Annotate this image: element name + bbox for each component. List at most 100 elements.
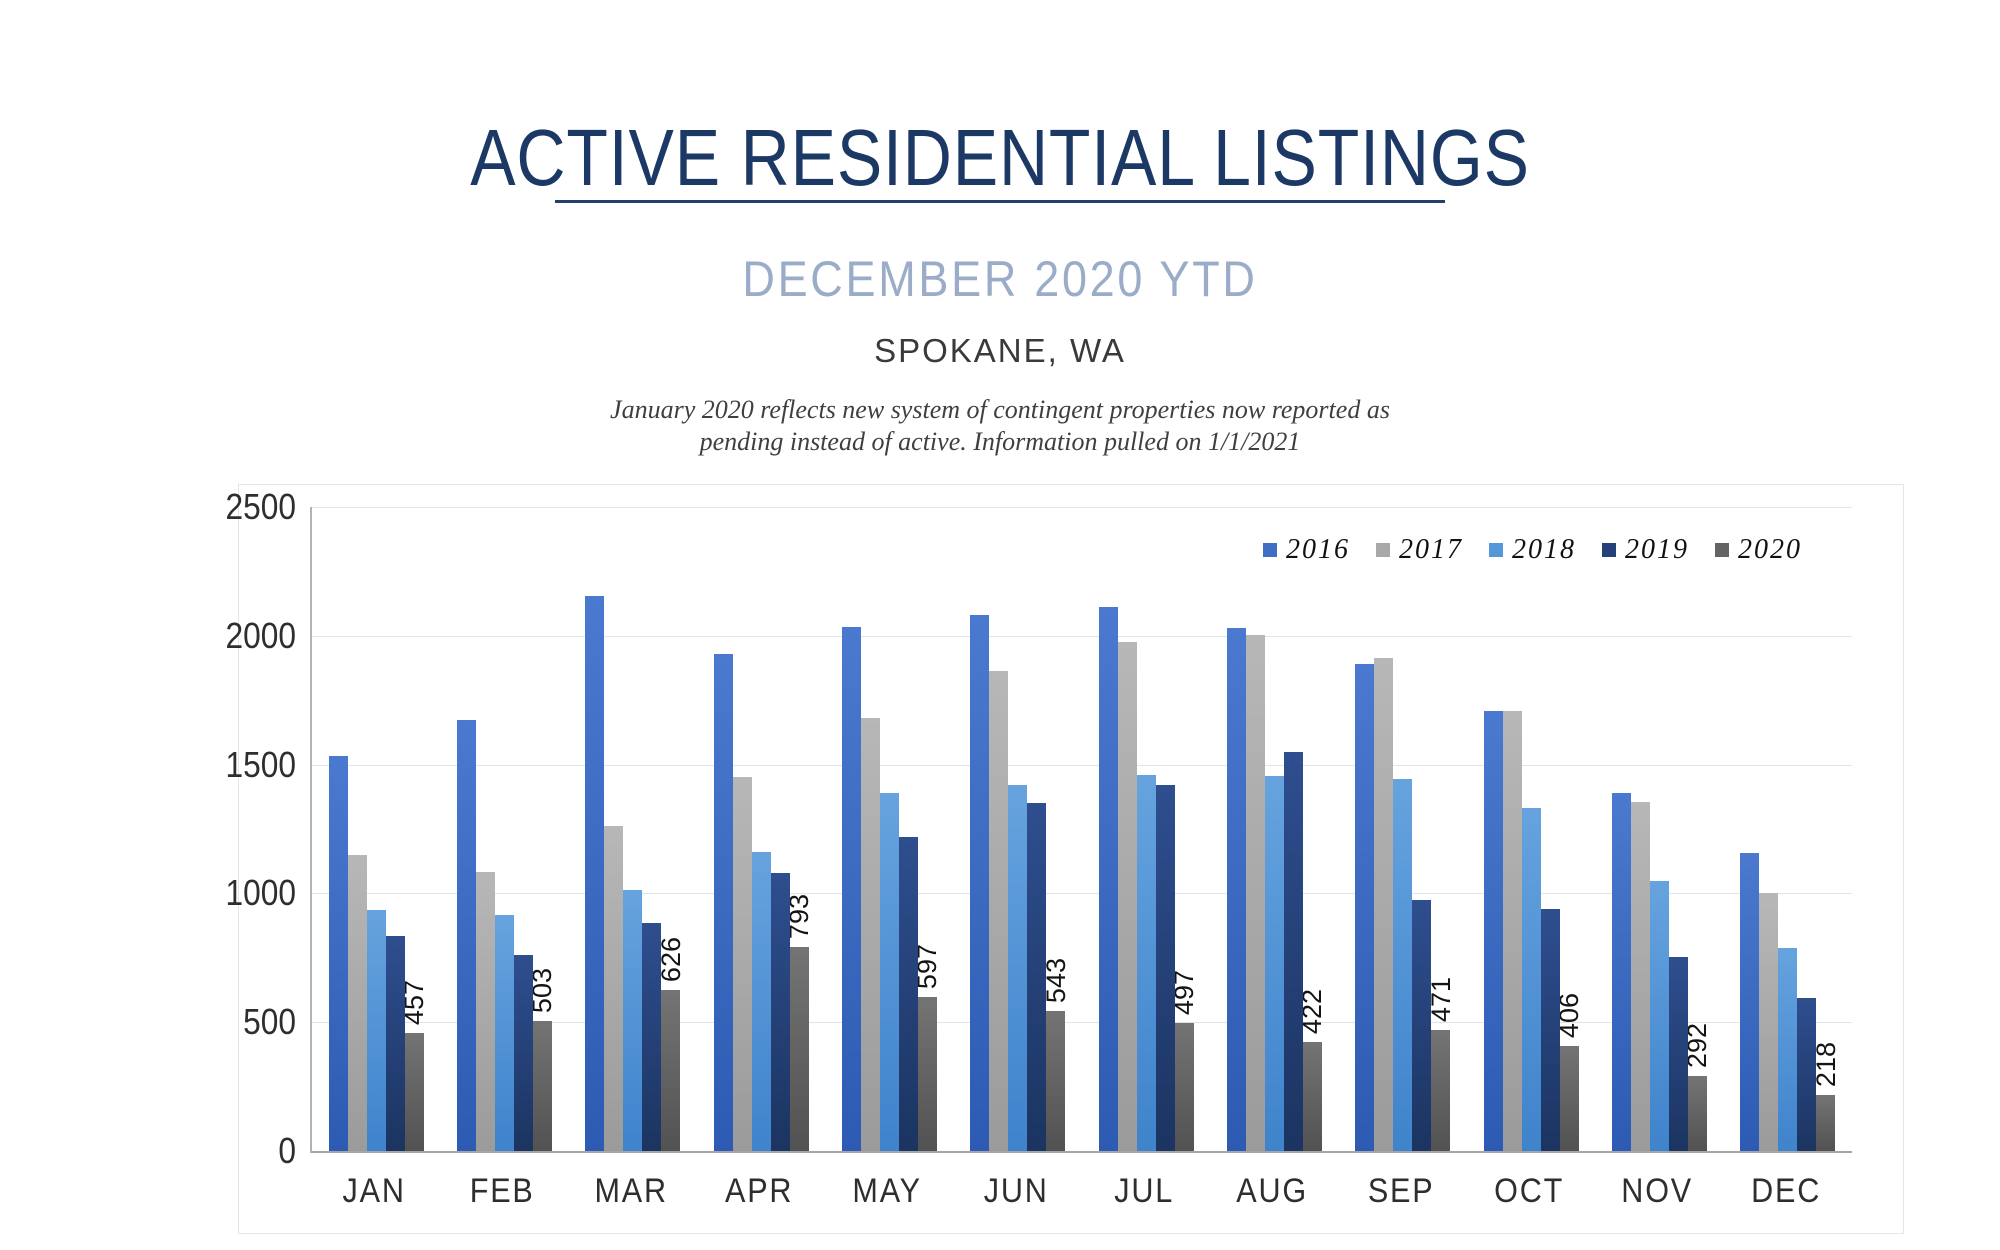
bar-2016-jul [1098, 607, 1118, 1151]
legend-label-2020: 2020 [1738, 534, 1802, 565]
footnote-line-2: pending instead of active. Information p… [699, 427, 1301, 456]
bar-2017-dec [1759, 893, 1779, 1151]
legend-item-2019: 2019 [1602, 534, 1689, 566]
legend-item-2016: 2016 [1263, 534, 1350, 566]
title-underline [555, 200, 1445, 203]
bar-2017-apr [732, 777, 752, 1151]
footnote: January 2020 reflects new system of cont… [0, 394, 2000, 458]
chart-legend: 2016 2017 2018 2019 2020 [1263, 534, 1802, 566]
x-tick-mar: MAR [594, 1172, 668, 1210]
bar-2020-apr [789, 946, 809, 1151]
gridline-1500 [312, 764, 1852, 766]
bar-2018-jun [1008, 785, 1028, 1151]
bar-group-jan: 457 [312, 507, 440, 1151]
bar-2016-jun [970, 615, 990, 1151]
bars-jun [954, 507, 1082, 1151]
bar-2018-mar [623, 889, 643, 1151]
legend-item-2018: 2018 [1489, 534, 1576, 566]
bar-2017-oct [1502, 710, 1522, 1151]
y-tick-1000: 1000 [225, 872, 296, 914]
x-tick-jun: JUN [983, 1172, 1049, 1210]
y-tick-0: 0 [278, 1130, 296, 1171]
bars-aug [1210, 507, 1338, 1151]
bar-2017-mar [604, 826, 624, 1151]
bar-group-sep: 471 [1339, 507, 1467, 1151]
bars-oct [1467, 507, 1595, 1151]
bar-2020-jan [404, 1033, 424, 1151]
bar-2019-apr [770, 872, 790, 1151]
bar-group-dec: 218 [1724, 507, 1852, 1151]
bar-2018-jan [366, 910, 386, 1151]
bar-2017-jul [1117, 642, 1137, 1151]
bar-2018-may [879, 792, 899, 1151]
legend-item-2017: 2017 [1376, 534, 1463, 566]
x-tick-sep: SEP [1367, 1172, 1435, 1210]
bar-2016-feb [456, 719, 476, 1151]
gridline-500 [312, 1022, 1852, 1024]
bar-2018-aug [1264, 776, 1284, 1151]
bar-2016-mar [585, 595, 605, 1151]
bar-group-apr: 793 [697, 507, 825, 1151]
bar-2016-nov [1611, 792, 1631, 1151]
page-title: ACTIVE RESIDENTIAL LISTINGS [470, 113, 1530, 202]
bar-2016-may [841, 626, 861, 1151]
bar-2019-dec [1797, 997, 1817, 1151]
bar-2018-oct [1521, 808, 1541, 1151]
bar-2017-may [860, 718, 880, 1151]
bar-2018-sep [1393, 778, 1413, 1151]
legend-item-2020: 2020 [1715, 534, 1802, 566]
legend-label-2017: 2017 [1399, 534, 1463, 565]
bar-groups: 457 503 626 793 597 543 497 422 471 406 292 218 [312, 507, 1852, 1151]
x-tick-apr: APR [724, 1172, 794, 1210]
bar-2016-dec [1740, 853, 1760, 1151]
bars-dec [1724, 507, 1852, 1151]
bar-2019-jan [385, 935, 405, 1151]
bar-2020-nov [1687, 1075, 1707, 1151]
bar-2020-sep [1431, 1029, 1451, 1151]
bar-2020-jun [1046, 1011, 1066, 1151]
y-tick-2500: 2500 [225, 486, 296, 527]
x-tick-dec: DEC [1750, 1172, 1821, 1210]
x-tick-may: MAY [852, 1172, 923, 1210]
bar-group-may: 597 [825, 507, 953, 1151]
footnote-line-1: January 2020 reflects new system of cont… [610, 395, 1390, 424]
bar-2017-aug [1245, 634, 1265, 1151]
bar-group-aug: 422 [1210, 507, 1338, 1151]
x-tick-jan: JAN [342, 1172, 406, 1210]
legend-marker-icon-2016 [1263, 543, 1277, 557]
bar-2019-jun [1027, 803, 1047, 1151]
x-axis-labels: JAN FEB MAR APR MAY JUN JUL AUG SEP OCT NOV DEC [310, 1172, 1850, 1211]
bar-2016-aug [1226, 628, 1246, 1151]
bar-group-jul: 497 [1082, 507, 1210, 1151]
bar-2020-feb [532, 1021, 552, 1151]
gridline-1000 [312, 893, 1852, 895]
bar-2017-jun [989, 670, 1009, 1151]
bars-sep [1339, 507, 1467, 1151]
bar-2018-feb [494, 915, 514, 1151]
x-tick-feb: FEB [470, 1172, 535, 1210]
gridline-2000 [312, 635, 1852, 637]
bar-group-jun: 543 [954, 507, 1082, 1151]
page-subtitle: DECEMBER 2020 YTD [742, 251, 1258, 307]
bar-2019-feb [513, 955, 533, 1151]
legend-label-2016: 2016 [1286, 534, 1350, 565]
gridline-2500 [312, 507, 1852, 508]
y-tick-500: 500 [243, 1001, 296, 1043]
legend-marker-icon-2017 [1376, 543, 1390, 557]
bar-2018-jul [1136, 774, 1156, 1151]
legend-label-2018: 2018 [1512, 534, 1576, 565]
bars-feb [440, 507, 568, 1151]
bars-nov [1595, 507, 1723, 1151]
bar-2020-dec [1816, 1094, 1836, 1151]
bars-mar [569, 507, 697, 1151]
bar-2020-aug [1302, 1042, 1322, 1151]
bar-2019-may [898, 836, 918, 1151]
bar-group-nov: 292 [1595, 507, 1723, 1151]
x-tick-jul: JUL [1114, 1172, 1175, 1210]
bars-jan [312, 507, 440, 1151]
bar-2016-sep [1355, 664, 1375, 1151]
bar-group-feb: 503 [440, 507, 568, 1151]
bars-apr [697, 507, 825, 1151]
bar-2018-dec [1778, 947, 1798, 1151]
bars-may [825, 507, 953, 1151]
